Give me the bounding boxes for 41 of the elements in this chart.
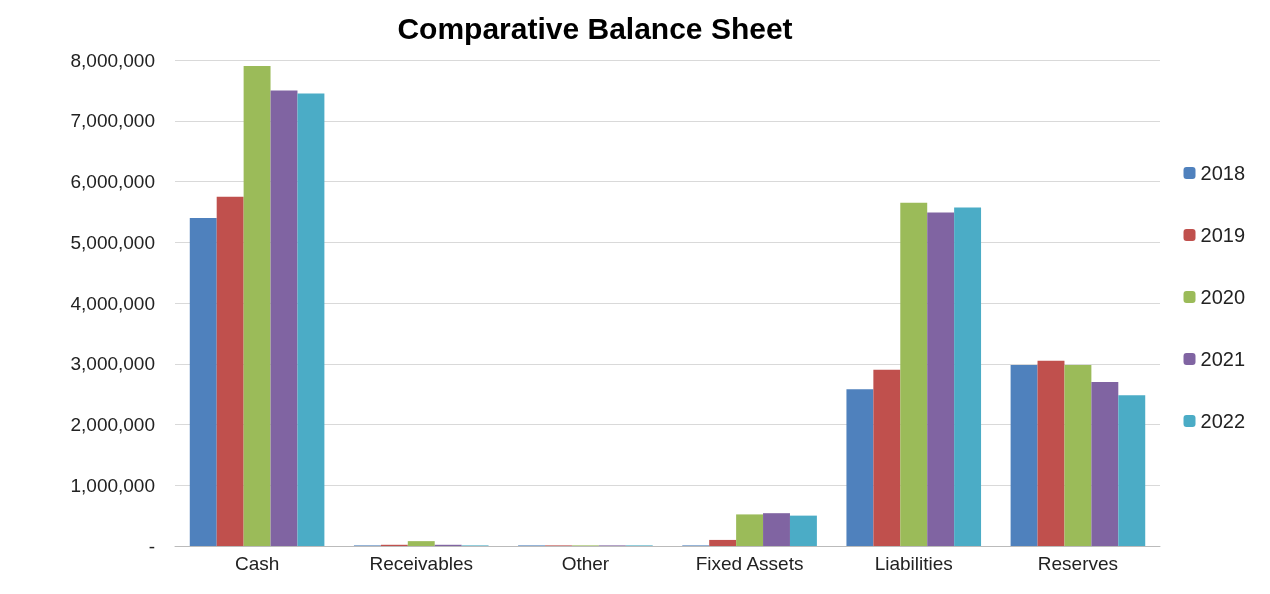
bar bbox=[873, 369, 901, 546]
x-tick-label: Liabilities bbox=[874, 553, 953, 574]
bar bbox=[407, 541, 435, 546]
bar bbox=[954, 207, 982, 546]
bar bbox=[297, 93, 325, 546]
y-tick-label: 6,000,000 bbox=[70, 171, 155, 192]
bar bbox=[789, 515, 817, 546]
bar bbox=[1037, 360, 1065, 546]
legend-label: 2020 bbox=[1200, 286, 1246, 308]
y-tick-label: - bbox=[148, 535, 155, 557]
x-tick-label: Receivables bbox=[369, 553, 473, 574]
bar bbox=[900, 202, 928, 546]
bar bbox=[1091, 381, 1119, 546]
bar bbox=[270, 90, 298, 546]
legend-label: 2021 bbox=[1200, 348, 1246, 370]
bar bbox=[736, 514, 764, 546]
chart-title: Comparative Balance Sheet bbox=[397, 11, 793, 45]
x-tick-label: Other bbox=[561, 553, 610, 574]
bar bbox=[243, 66, 271, 546]
legend-label: 2018 bbox=[1200, 162, 1246, 184]
bar bbox=[763, 513, 790, 546]
y-tick-label: 7,000,000 bbox=[70, 110, 155, 132]
y-tick-label: 3,000,000 bbox=[70, 353, 155, 375]
bar bbox=[709, 539, 737, 546]
legend-label: 2022 bbox=[1200, 410, 1246, 432]
bar bbox=[1118, 395, 1146, 546]
bar bbox=[927, 212, 955, 546]
bar bbox=[216, 196, 244, 546]
x-tick-label: Reserves bbox=[1037, 553, 1119, 574]
x-tick-label: Cash bbox=[234, 553, 280, 574]
y-tick-label: 5,000,000 bbox=[70, 231, 155, 253]
bar bbox=[846, 389, 874, 546]
y-tick-label: 4,000,000 bbox=[70, 292, 155, 314]
y-tick-label: 2,000,000 bbox=[70, 414, 155, 435]
y-tick-label: 8,000,000 bbox=[70, 49, 155, 71]
legend-label: 2019 bbox=[1200, 224, 1246, 246]
bar bbox=[1010, 364, 1038, 546]
y-tick-label: 1,000,000 bbox=[70, 474, 155, 496]
bar bbox=[1064, 364, 1092, 546]
bar bbox=[189, 217, 217, 546]
x-tick-label: Fixed Assets bbox=[695, 553, 804, 574]
